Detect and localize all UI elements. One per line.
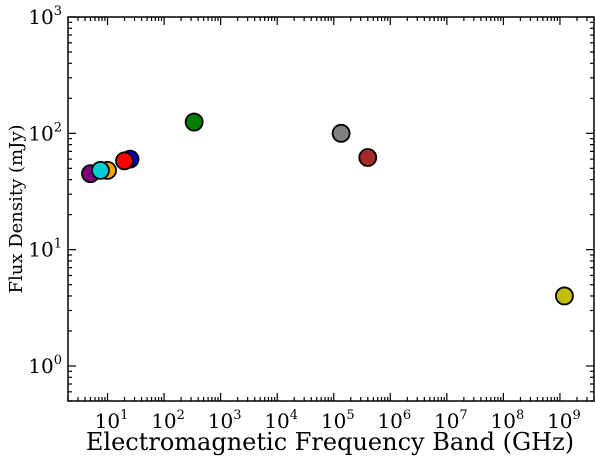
data-point [115, 151, 134, 171]
data-point [184, 112, 204, 132]
x-tick-label: 105 [321, 408, 355, 433]
x-tick-label: 101 [95, 408, 129, 433]
data-point [358, 148, 378, 167]
x-tick-label: 109 [547, 408, 581, 433]
x-tick-label: 103 [208, 408, 242, 433]
y-tick-label: 103 [28, 4, 62, 29]
x-tick-label: 104 [264, 408, 298, 433]
points-layer [81, 112, 574, 306]
y-tick-label: 101 [28, 237, 62, 262]
data-point [331, 123, 351, 143]
y-axis-title: Flux Density (mJy) [6, 124, 27, 293]
y-tick-label: 102 [28, 120, 62, 145]
x-tick-label: 108 [491, 408, 525, 433]
data-point [555, 286, 574, 306]
plot-frame [67, 16, 595, 402]
data-point [91, 161, 110, 180]
ticks-layer: 101 102 103 104 105 106 107 108 109 100 101 102 103 [28, 4, 595, 433]
x-tick-label: 102 [151, 408, 185, 433]
x-tick-label: 107 [434, 408, 468, 433]
y-tick-label: 100 [28, 353, 62, 378]
x-axis-title: Electromagnetic Frequency Band (GHz) [86, 428, 574, 456]
x-tick-label: 106 [377, 408, 411, 433]
